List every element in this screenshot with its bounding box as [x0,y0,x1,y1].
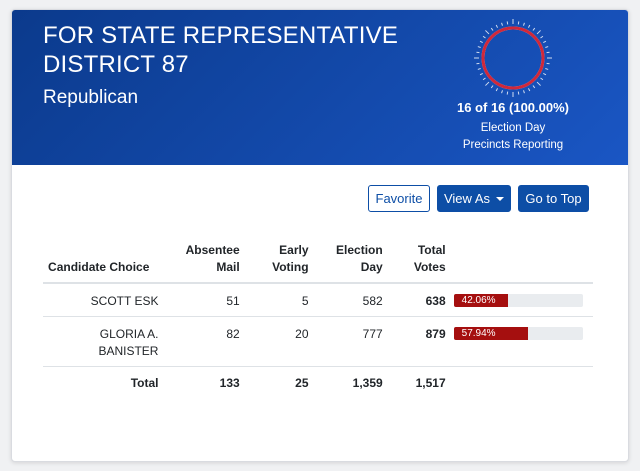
totals-absentee: 133 [219,376,240,390]
gauge-tick [479,40,483,44]
race-title: FOR STATE REPRESENTATIVE DISTRICT 87 [43,21,423,79]
gauge-ticks [474,19,552,97]
header-absentee: Absentee Mail [158,242,240,284]
totals-row: Total 133 25 1,359 1,517 [43,367,593,399]
header-absentee-line1: Absentee [185,243,240,257]
gauge-tick [545,46,549,48]
percent-bar-fill [453,294,508,307]
gauge-tick [527,24,531,28]
gauge-tick [501,22,503,26]
candidate-name: SCOTT ESK [43,283,159,317]
header-total-line1: Total [417,243,446,257]
header-candidate: Candidate Choice [43,242,159,284]
table-header-row: Candidate Choice Absentee Mail Early Vot… [43,242,593,284]
gauge-tick [477,68,481,70]
gauge-tick [485,30,490,35]
table-row: SCOTT ESK 51 5 582 638 42.06% [43,283,593,317]
gauge-tick [543,40,547,44]
gauge-tick [479,72,483,76]
gauge-tick [485,81,490,86]
reporting-summary: 16 of 16 (100.00%) [456,100,569,115]
table-row: GLORIA A. BANISTER 82 20 777 879 57.94% [43,316,593,367]
header-total-line2: Votes [413,260,446,274]
gauge-tick [501,90,503,94]
election-day-votes: 777 [308,316,383,367]
header-total-votes: Total Votes [382,242,446,284]
gauge-tick [495,88,499,92]
header-election-line2: Day [360,260,383,274]
percent-bar: 57.94% [453,327,583,340]
candidate-name: GLORIA A. BANISTER [43,316,159,367]
percent-bar: 42.06% [453,294,583,307]
totals-election-day: 1,359 [352,376,383,390]
header-early-line1: Early [279,243,309,257]
view-as-label: View As [443,191,490,206]
header-early: Early Voting [239,242,309,284]
race-header: FOR STATE REPRESENTATIVE DISTRICT 87 Rep… [12,10,628,165]
header-election-day: Election Day [308,242,383,284]
header-absentee-line2: Mail [216,260,240,274]
results-table: Candidate Choice Absentee Mail Early Vot… [43,242,593,398]
gauge-tick [532,85,536,89]
percent-label: 42.06% [461,295,496,306]
reporting-subtitle: Election Day Precincts Reporting [427,120,599,154]
header-election-line1: Election [336,243,383,257]
election-day-votes: 582 [308,283,383,317]
reporting-sub-line1: Election Day [480,122,546,134]
race-card: FOR STATE REPRESENTATIVE DISTRICT 87 Rep… [11,9,629,462]
race-title-line2: DISTRICT 87 [43,51,189,78]
gauge-tick [490,27,494,31]
gauge-tick [482,77,486,81]
percent-bar-fill [453,327,529,340]
reporting-sub-line2: Precincts Reporting [462,139,564,151]
absentee-votes: 51 [158,283,240,317]
gauge-progress-arc [481,26,545,90]
totals-label: Total [130,376,159,390]
gauge-tick [477,46,481,48]
total-votes: 879 [382,316,446,367]
totals-votes: 1,517 [415,376,446,390]
party-label: Republican [43,87,139,108]
gauge-tick [540,35,544,39]
gauge-tick [495,24,499,28]
gauge-tick [490,85,494,89]
totals-early: 25 [295,376,309,390]
favorite-button[interactable]: Favorite [368,185,430,212]
view-as-dropdown[interactable]: View As [437,185,511,212]
gauge-tick [545,68,549,70]
go-to-top-button[interactable]: Go to Top [518,185,589,212]
gauge-tick [536,81,541,86]
precincts-gauge [474,19,552,97]
gauge-tick [482,35,486,39]
absentee-votes: 82 [158,316,240,367]
percent-label: 57.94% [461,328,496,339]
gauge-tick [532,27,536,31]
total-votes: 638 [382,283,446,317]
gauge-tick [523,22,525,26]
race-title-line1: FOR STATE REPRESENTATIVE [43,22,399,49]
early-votes: 5 [239,283,309,317]
percent-cell: 42.06% [445,283,593,317]
gauge-tick [523,90,525,94]
gauge-tick [540,77,544,81]
header-early-line2: Voting [272,260,309,274]
caret-down-icon [496,197,504,201]
totals-percent-empty [446,367,593,399]
percent-cell: 57.94% [445,316,593,367]
early-votes: 20 [239,316,309,367]
header-percent [445,242,593,284]
gauge-tick [543,72,547,76]
gauge-tick [536,30,541,35]
gauge-tick [527,88,531,92]
